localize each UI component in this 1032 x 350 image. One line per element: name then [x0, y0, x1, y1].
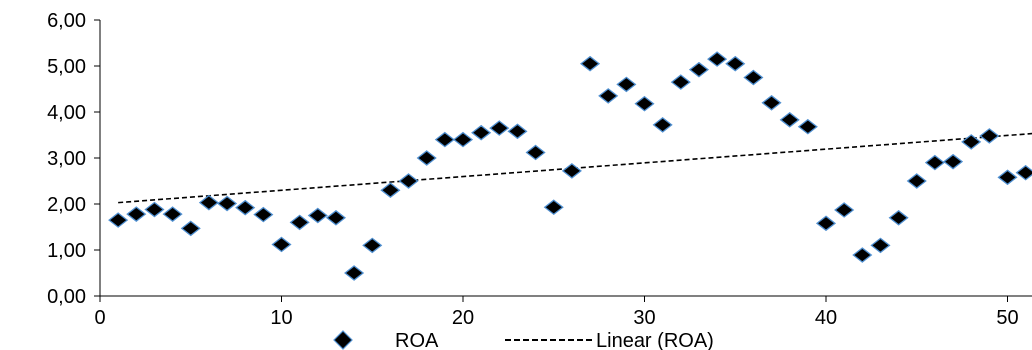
data-point [870, 237, 891, 254]
data-point [634, 95, 655, 112]
data-point [579, 55, 601, 72]
data-point [416, 150, 437, 166]
axes [99, 20, 1032, 297]
data-point [362, 237, 383, 254]
y-tick-label: 5,00 [47, 56, 86, 78]
y-tick-label: 0,00 [47, 286, 86, 308]
y-tick-label: 4,00 [47, 102, 86, 124]
x-tick-label: 30 [633, 307, 655, 329]
data-point [253, 206, 274, 223]
data-points [108, 51, 1032, 281]
data-point [507, 123, 528, 140]
data-point [616, 76, 637, 93]
x-tick-label: 10 [270, 307, 292, 329]
x-axis-ticks: 0 10 20 30 40 50 [94, 296, 1019, 329]
data-point [452, 131, 474, 148]
x-tick-label: 0 [94, 307, 105, 329]
data-point [434, 131, 455, 148]
data-point [652, 117, 673, 133]
data-point [162, 206, 183, 222]
x-tick-label: 50 [996, 307, 1018, 329]
trendline [118, 132, 1032, 204]
data-point [797, 118, 818, 135]
data-point [852, 247, 873, 263]
data-point [743, 69, 764, 86]
data-point [344, 265, 365, 281]
y-tick-label: 1,00 [47, 240, 86, 262]
data-point [198, 194, 219, 211]
data-point [216, 195, 238, 212]
data-point [979, 128, 1000, 144]
data-point [144, 201, 165, 218]
data-point [180, 220, 201, 237]
data-point [325, 209, 347, 226]
data-point [561, 163, 582, 179]
data-point [961, 134, 982, 150]
y-tick-label: 2,00 [47, 194, 86, 216]
data-point [924, 154, 945, 171]
data-point [815, 215, 837, 232]
data-point [543, 199, 564, 216]
data-point [707, 51, 728, 67]
data-point [688, 61, 710, 78]
y-tick-label: 6,00 [47, 10, 86, 32]
legend-marker-roa [333, 330, 353, 350]
data-point [779, 111, 800, 128]
data-point [235, 199, 256, 216]
x-tick-label: 40 [815, 307, 837, 329]
data-point [834, 202, 855, 218]
data-point [1015, 164, 1032, 181]
data-point [108, 212, 129, 228]
data-point [670, 74, 691, 90]
data-point [307, 207, 328, 224]
data-point [942, 153, 964, 170]
data-point [126, 206, 147, 222]
data-point [471, 124, 492, 141]
legend-label-linear: Linear (ROA) [596, 330, 714, 350]
data-point [489, 120, 510, 136]
y-axis-ticks: 0,00 1,00 2,00 3,00 4,00 5,00 6,00 [47, 10, 100, 308]
data-point [380, 182, 401, 199]
legend: ROA Linear (ROA) [333, 330, 714, 350]
data-point [888, 209, 909, 226]
data-point [761, 94, 782, 111]
data-point [906, 173, 927, 189]
data-point [598, 88, 619, 104]
trendline-layer [118, 132, 1032, 204]
data-point [398, 173, 419, 189]
data-point [725, 55, 746, 72]
data-point [289, 214, 310, 231]
data-point [997, 169, 1018, 186]
y-tick-label: 3,00 [47, 148, 86, 170]
data-point [525, 144, 546, 161]
data-point [271, 236, 292, 253]
x-tick-label: 20 [452, 307, 474, 329]
legend-label-roa: ROA [395, 330, 439, 350]
